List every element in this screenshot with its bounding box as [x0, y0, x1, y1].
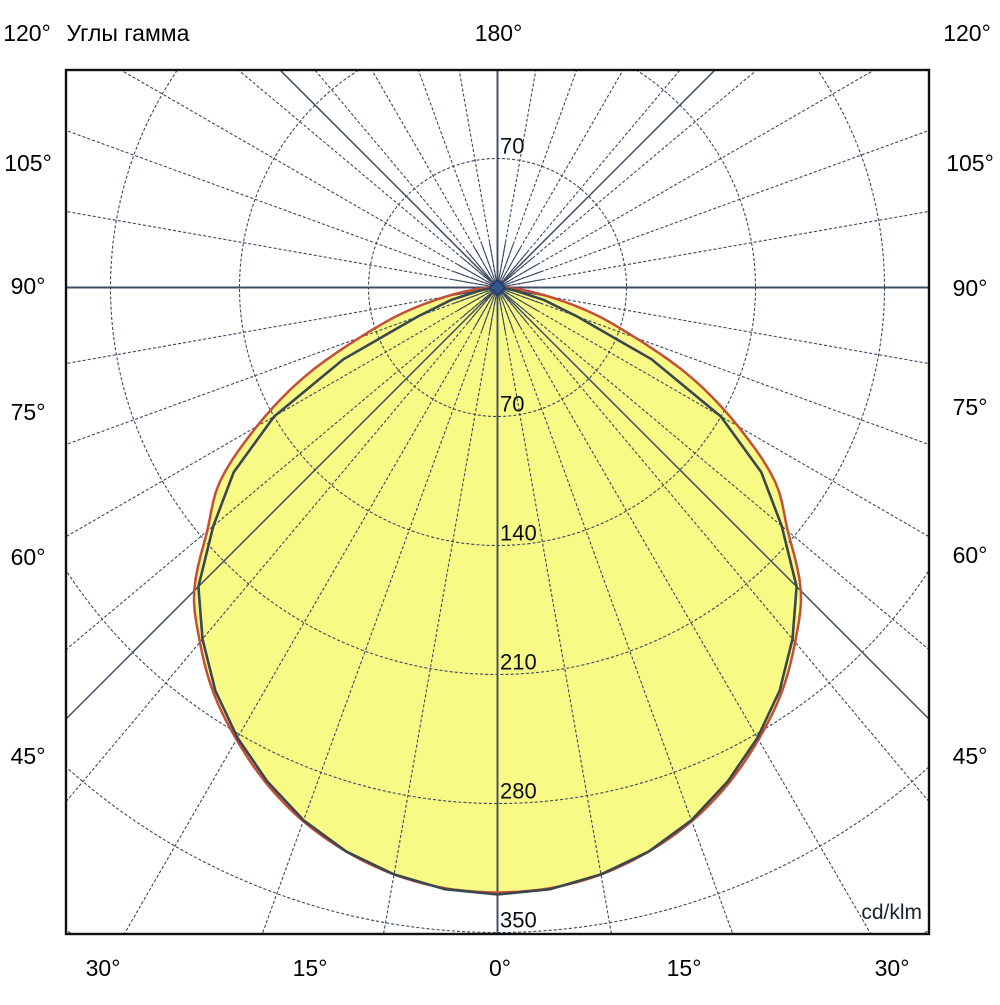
- svg-text:15°: 15°: [293, 955, 328, 981]
- svg-text:350: 350: [500, 908, 537, 933]
- svg-text:105°: 105°: [946, 150, 994, 176]
- svg-text:75°: 75°: [953, 394, 988, 420]
- svg-text:60°: 60°: [11, 544, 46, 570]
- svg-text:60°: 60°: [953, 542, 988, 568]
- svg-text:210: 210: [500, 650, 537, 675]
- svg-text:30°: 30°: [86, 955, 121, 981]
- svg-text:cd/klm: cd/klm: [861, 901, 922, 924]
- svg-text:120°: 120°: [943, 20, 991, 46]
- svg-text:280: 280: [500, 779, 537, 804]
- svg-text:70: 70: [500, 392, 524, 417]
- svg-text:15°: 15°: [667, 955, 702, 981]
- svg-text:105°: 105°: [4, 150, 52, 176]
- svg-text:70: 70: [500, 134, 524, 159]
- svg-text:90°: 90°: [11, 273, 46, 299]
- svg-text:45°: 45°: [953, 743, 988, 769]
- svg-text:30°: 30°: [875, 955, 910, 981]
- svg-text:180°: 180°: [475, 20, 523, 46]
- svg-text:75°: 75°: [11, 399, 46, 425]
- svg-text:90°: 90°: [953, 275, 988, 301]
- svg-text:Углы гамма: Углы гамма: [67, 20, 190, 46]
- svg-text:0°: 0°: [489, 955, 511, 981]
- svg-text:45°: 45°: [11, 743, 46, 769]
- svg-text:120°: 120°: [3, 20, 51, 46]
- svg-text:140: 140: [500, 521, 537, 546]
